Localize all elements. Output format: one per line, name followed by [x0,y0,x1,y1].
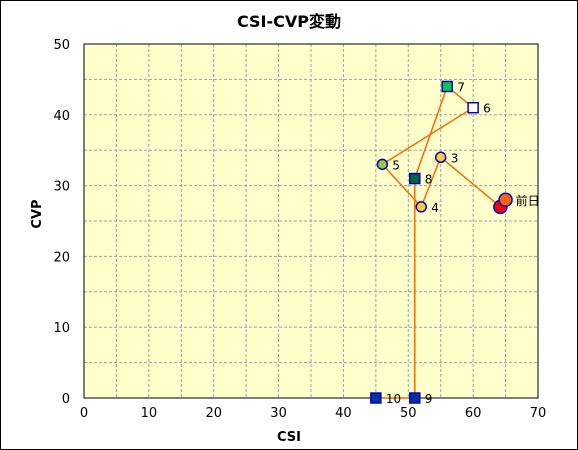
data-point-circle [434,151,447,164]
y-tick-label: 50 [53,38,70,53]
y-tick-label: 10 [53,321,70,336]
data-point-circle [376,158,389,171]
point-label: 9 [425,392,433,406]
y-tick-label: 30 [53,180,70,195]
data-point-square [409,172,421,185]
point-label: 8 [425,173,433,187]
chart-title: CSI-CVP変動 [237,12,341,31]
grid-lines [84,44,538,398]
data-markers [370,80,513,404]
x-axis-title: CSI [277,430,301,445]
data-point-square [467,101,479,114]
point-label: 10 [386,392,401,406]
x-tick-label: 70 [530,406,547,421]
axis-ticks: 0 10 20 30 40 50 60 70 0 10 20 30 40 50 [53,38,546,421]
x-tick-label: 0 [80,406,88,421]
data-point-circle [415,201,428,213]
x-tick-label: 50 [400,406,417,421]
x-tick-label: 10 [141,406,158,421]
point-label: 3 [451,151,459,165]
x-tick-label: 60 [465,406,482,421]
point-label: 4 [431,201,439,215]
y-axis-title: CVP [30,199,45,228]
point-label: 前日 [516,193,540,208]
point-labels: 前日 3 4 5 6 7 8 9 10 [386,80,540,406]
data-point-square [409,392,421,404]
y-tick-label: 20 [53,250,70,265]
x-tick-label: 30 [270,406,287,421]
point-label: 7 [457,80,465,94]
plot-border [83,43,539,399]
point-label: 5 [392,158,400,172]
trajectory-lines [375,85,507,399]
point-label: 6 [483,102,491,116]
y-tick-label: 40 [53,109,70,124]
x-tick-label: 20 [205,406,222,421]
data-point-circle [498,192,513,208]
y-tick-label: 0 [62,392,70,407]
x-tick-label: 40 [335,406,352,421]
trajectory-line [375,85,507,399]
data-point-square [370,392,382,404]
data-point-square [441,80,453,93]
